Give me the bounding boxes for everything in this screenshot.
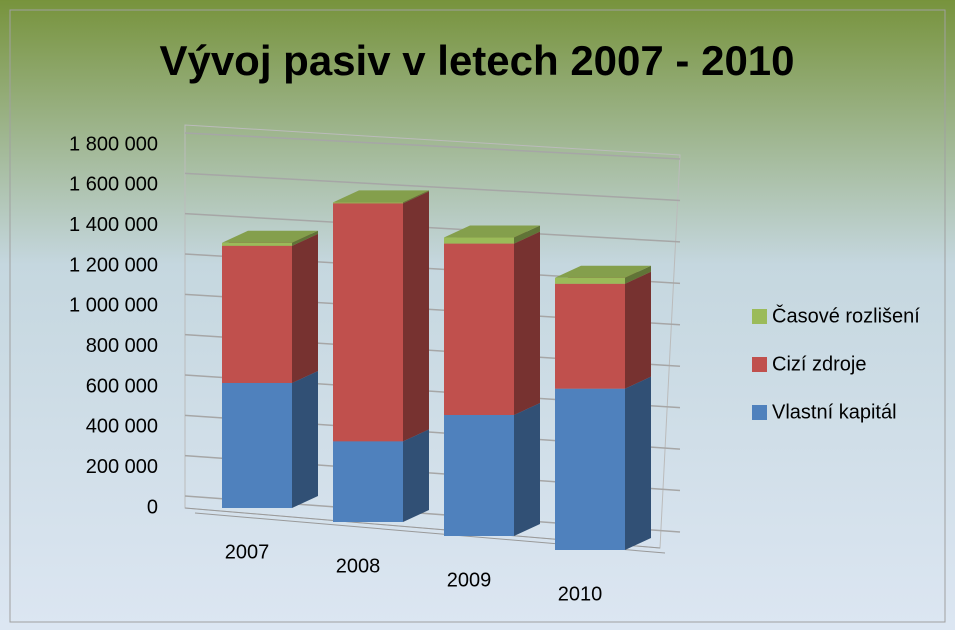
bar-side xyxy=(403,190,429,204)
bar-side xyxy=(625,265,651,284)
bar-side xyxy=(292,370,318,508)
bar-front xyxy=(555,283,625,389)
y-tick-label: 1 800 000 xyxy=(69,133,158,155)
y-tick-label: 1 400 000 xyxy=(69,214,158,236)
bar-front xyxy=(333,203,403,442)
bar-front xyxy=(222,245,292,383)
legend-label: Časové rozlišení xyxy=(772,304,920,327)
x-tick-label: 2009 xyxy=(447,569,492,591)
y-tick-label: 200 000 xyxy=(86,456,158,478)
grid-line xyxy=(184,212,681,243)
legend-swatch xyxy=(752,405,767,420)
bar-top xyxy=(444,225,540,238)
bar-front xyxy=(555,277,625,284)
bar-front xyxy=(333,441,403,522)
legend-swatch xyxy=(752,309,767,324)
legend-swatch xyxy=(752,357,767,372)
y-tick-label: 1 200 000 xyxy=(69,254,158,276)
bar-side xyxy=(625,271,651,389)
bar-top xyxy=(222,230,318,243)
legend-label: Cizí zdroje xyxy=(772,353,866,375)
bar-side xyxy=(403,191,429,442)
bar-side xyxy=(514,225,540,244)
x-tick-label: 2010 xyxy=(558,583,603,605)
bar-front xyxy=(444,243,514,415)
bar-front xyxy=(222,242,292,246)
bar-side xyxy=(625,376,651,550)
y-tick-label: 600 000 xyxy=(86,375,158,397)
legend-label: Vlastní kapitál xyxy=(772,401,897,423)
bar-side xyxy=(292,230,318,246)
bar-front xyxy=(222,382,292,508)
y-tick-label: 800 000 xyxy=(86,335,158,357)
y-tick-label: 400 000 xyxy=(86,416,158,438)
bar-side xyxy=(514,403,540,536)
grid-line xyxy=(184,132,681,160)
bar-side xyxy=(403,429,429,522)
bar-front xyxy=(555,388,625,550)
bar-side xyxy=(292,233,318,383)
x-tick-label: 2008 xyxy=(336,555,381,577)
y-tick-label: 1 600 000 xyxy=(69,174,158,196)
bar-front xyxy=(444,415,514,536)
chart-border xyxy=(9,9,946,623)
bar-top xyxy=(333,190,429,203)
y-tick-label: 1 000 000 xyxy=(69,295,158,317)
y-tick-label: 0 xyxy=(147,496,158,518)
bar-top xyxy=(555,265,651,278)
grid-line xyxy=(184,172,681,202)
x-tick-label: 2007 xyxy=(225,541,270,563)
bar-front xyxy=(333,202,403,204)
bar-front xyxy=(444,237,514,244)
chart-title: Vývoj pasiv v letech 2007 - 2010 xyxy=(159,37,794,84)
bar-side xyxy=(514,231,540,415)
